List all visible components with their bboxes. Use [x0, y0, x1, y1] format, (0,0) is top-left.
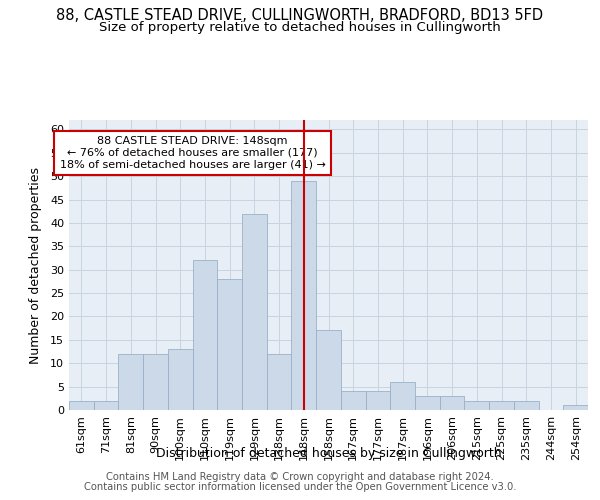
- Bar: [464, 400, 489, 410]
- Bar: [440, 396, 464, 410]
- Bar: [365, 392, 390, 410]
- Bar: [390, 382, 415, 410]
- Bar: [94, 400, 118, 410]
- Bar: [217, 279, 242, 410]
- Bar: [292, 181, 316, 410]
- Bar: [193, 260, 217, 410]
- Bar: [143, 354, 168, 410]
- Bar: [316, 330, 341, 410]
- Bar: [242, 214, 267, 410]
- Bar: [514, 400, 539, 410]
- Text: Distribution of detached houses by size in Cullingworth: Distribution of detached houses by size …: [156, 448, 502, 460]
- Bar: [118, 354, 143, 410]
- Bar: [563, 406, 588, 410]
- Bar: [168, 349, 193, 410]
- Bar: [341, 392, 365, 410]
- Text: Contains HM Land Registry data © Crown copyright and database right 2024.: Contains HM Land Registry data © Crown c…: [106, 472, 494, 482]
- Bar: [415, 396, 440, 410]
- Text: 88, CASTLE STEAD DRIVE, CULLINGWORTH, BRADFORD, BD13 5FD: 88, CASTLE STEAD DRIVE, CULLINGWORTH, BR…: [56, 8, 544, 22]
- Bar: [267, 354, 292, 410]
- Text: Contains public sector information licensed under the Open Government Licence v3: Contains public sector information licen…: [84, 482, 516, 492]
- Text: 88 CASTLE STEAD DRIVE: 148sqm
← 76% of detached houses are smaller (177)
18% of : 88 CASTLE STEAD DRIVE: 148sqm ← 76% of d…: [59, 136, 326, 170]
- Y-axis label: Number of detached properties: Number of detached properties: [29, 166, 41, 364]
- Bar: [489, 400, 514, 410]
- Bar: [69, 400, 94, 410]
- Text: Size of property relative to detached houses in Cullingworth: Size of property relative to detached ho…: [99, 21, 501, 34]
